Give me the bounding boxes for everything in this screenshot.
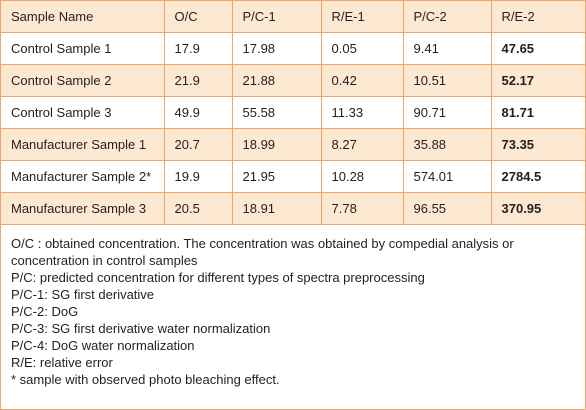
footnote-line: concentration in control samples [11, 253, 198, 268]
table-row: Manufacturer Sample 2* 19.9 21.95 10.28 … [1, 160, 585, 193]
cell-sample-name: Control Sample 1 [1, 32, 165, 65]
footnote-line: P/C-4: DoG water normalization [11, 338, 195, 353]
cell-pc1: 18.99 [231, 128, 322, 161]
cell-oc: 19.9 [163, 160, 233, 193]
cell-re1: 10.28 [320, 160, 404, 193]
cell-pc1: 21.88 [231, 64, 322, 97]
footnote-line: P/C-2: DoG [11, 304, 79, 319]
cell-re2: 52.17 [490, 64, 585, 97]
header-pc1: P/C-1 [231, 1, 322, 33]
cell-pc2: 96.55 [402, 192, 492, 225]
cell-re1: 7.78 [320, 192, 404, 225]
footnote-line: P/C-1: SG first derivative [11, 287, 155, 302]
cell-sample-name: Control Sample 3 [1, 96, 165, 129]
cell-re2: 2784.5 [490, 160, 585, 193]
cell-oc: 20.5 [163, 192, 233, 225]
cell-re1: 8.27 [320, 128, 404, 161]
footnote-line: O/C : obtained concentration. The concen… [11, 236, 514, 251]
header-oc: O/C [163, 1, 233, 33]
header-re2: R/E-2 [490, 1, 585, 33]
table-row: Manufacturer Sample 1 20.7 18.99 8.27 35… [1, 128, 585, 161]
cell-pc2: 90.71 [402, 96, 492, 129]
cell-sample-name: Manufacturer Sample 3 [1, 192, 165, 225]
cell-sample-name: Control Sample 2 [1, 64, 165, 97]
header-sample-name: Sample Name [1, 1, 165, 33]
cell-pc1: 17.98 [231, 32, 322, 65]
cell-re1: 0.42 [320, 64, 404, 97]
header-pc2: P/C-2 [402, 1, 492, 33]
table-row: Manufacturer Sample 3 20.5 18.91 7.78 96… [1, 192, 585, 225]
table-row: Control Sample 1 17.9 17.98 0.05 9.41 47… [1, 32, 585, 65]
table-footnotes: O/C : obtained concentration. The concen… [11, 235, 577, 388]
cell-oc: 20.7 [163, 128, 233, 161]
header-re1: R/E-1 [320, 1, 404, 33]
cell-pc2: 35.88 [402, 128, 492, 161]
cell-pc2: 10.51 [402, 64, 492, 97]
cell-oc: 21.9 [163, 64, 233, 97]
results-table: Sample Name O/C P/C-1 R/E-1 P/C-2 R/E-2 … [1, 1, 585, 225]
cell-pc2: 9.41 [402, 32, 492, 65]
cell-re2: 47.65 [490, 32, 585, 65]
cell-re2: 81.71 [490, 96, 585, 129]
cell-pc1: 21.95 [231, 160, 322, 193]
cell-oc: 17.9 [163, 32, 233, 65]
cell-pc1: 18.91 [231, 192, 322, 225]
footnote-line: P/C: predicted concentration for differe… [11, 270, 425, 285]
cell-re1: 0.05 [320, 32, 404, 65]
table-row: Control Sample 3 49.9 55.58 11.33 90.71 … [1, 96, 585, 129]
footnote-line: * sample with observed photo bleaching e… [11, 372, 280, 387]
cell-pc1: 55.58 [231, 96, 322, 129]
footnote-line: R/E: relative error [11, 355, 113, 370]
table-row: Control Sample 2 21.9 21.88 0.42 10.51 5… [1, 64, 585, 97]
cell-sample-name: Manufacturer Sample 1 [1, 128, 165, 161]
cell-oc: 49.9 [163, 96, 233, 129]
footnote-line: P/C-3: SG first derivative water normali… [11, 321, 271, 336]
cell-sample-name: Manufacturer Sample 2* [1, 160, 165, 193]
cell-re1: 11.33 [320, 96, 404, 129]
table-header-row: Sample Name O/C P/C-1 R/E-1 P/C-2 R/E-2 [1, 1, 585, 33]
cell-re2: 73.35 [490, 128, 585, 161]
cell-pc2: 574.01 [402, 160, 492, 193]
cell-re2: 370.95 [490, 192, 585, 225]
